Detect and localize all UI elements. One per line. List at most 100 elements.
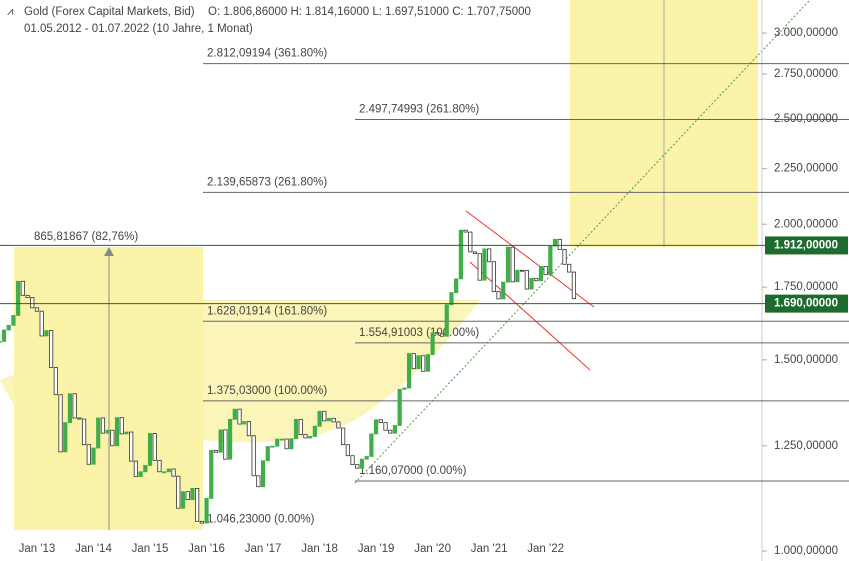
range-label: 865,81867 (82,76%)	[34, 231, 138, 243]
fib-label: 1.375,03000 (100.00%)	[207, 385, 327, 397]
x-tick-label: Jan '18	[301, 543, 338, 555]
candle	[6, 324, 11, 331]
candle	[308, 436, 313, 439]
candle	[345, 444, 350, 457]
candle	[373, 419, 379, 435]
candle	[44, 330, 49, 337]
candle	[378, 419, 383, 424]
candle	[67, 393, 73, 424]
candle	[30, 297, 35, 309]
candle	[171, 468, 176, 477]
candle	[411, 353, 416, 370]
candle	[166, 468, 171, 473]
candle	[275, 438, 280, 447]
candle	[548, 245, 553, 276]
candle	[81, 418, 87, 446]
candle	[260, 460, 266, 488]
candle	[11, 315, 16, 326]
candle	[138, 471, 143, 477]
candle	[190, 487, 195, 501]
y-tick-label: 2.500,00000	[774, 113, 838, 125]
candle	[133, 460, 138, 477]
candle	[20, 280, 25, 296]
candle	[195, 487, 200, 522]
candle	[180, 491, 186, 509]
y-tick-label: 2.250,00000	[774, 163, 838, 175]
price-label: 1.690,00000	[774, 298, 838, 310]
candle	[34, 307, 40, 312]
candle	[383, 422, 388, 431]
candle	[520, 269, 525, 272]
candle	[289, 438, 294, 450]
icon: ⩘	[7, 6, 14, 18]
candle	[96, 417, 101, 449]
candle	[463, 229, 468, 233]
chart-title: Gold (Forex Capital Markets, Bid)	[24, 6, 195, 18]
candle	[571, 271, 577, 300]
candle	[63, 422, 68, 453]
y-tick-label: 3.000,00000	[774, 27, 838, 39]
x-tick-label: Jan '15	[132, 543, 169, 555]
candle	[510, 246, 515, 283]
candle	[100, 417, 106, 434]
candle	[406, 353, 412, 389]
candle	[49, 330, 54, 368]
price-box	[765, 236, 848, 255]
candle	[232, 408, 237, 420]
candle	[477, 253, 482, 281]
candle	[491, 261, 496, 292]
candle	[143, 465, 148, 473]
candle	[105, 429, 110, 434]
candle	[501, 281, 506, 300]
candle	[388, 429, 393, 434]
candle	[534, 277, 539, 282]
candle	[110, 429, 115, 447]
fib-label: 1.628,01914 (161.80%)	[207, 305, 327, 317]
candle	[213, 449, 219, 453]
candle	[237, 408, 242, 425]
candle	[1, 329, 7, 342]
channel-line	[469, 261, 591, 371]
candle	[350, 455, 355, 466]
fib-label: 1.160,07000 (0.00%)	[359, 465, 467, 477]
candle	[425, 354, 431, 372]
y-tick-label: 1.750,00000	[774, 281, 838, 293]
candle	[458, 229, 463, 280]
candle	[124, 431, 129, 435]
y-tick-label: 2.750,00000	[774, 68, 838, 80]
candle	[114, 417, 120, 447]
ohlc: O: 1.806,86000 H: 1.814,16000 L: 1.697,5…	[208, 6, 531, 18]
fib-label: 2.812,09194 (361.80%)	[207, 48, 327, 60]
candle	[265, 446, 270, 462]
candle	[298, 418, 303, 436]
candle	[496, 291, 501, 300]
candle	[129, 431, 134, 462]
candle	[567, 263, 572, 273]
candle	[336, 421, 341, 429]
candle	[256, 475, 261, 488]
y-tick-label: 1.500,00000	[774, 354, 838, 366]
candle	[0, 340, 2, 343]
candle	[449, 292, 454, 306]
fib-label: 1.554,91003 (100.00%)	[359, 327, 479, 339]
candle	[331, 417, 336, 423]
candle	[72, 393, 77, 419]
candle	[326, 417, 332, 422]
candle	[416, 355, 421, 370]
y-tick-label: 1.000,00000	[774, 545, 838, 557]
subtitle: 01.05.2012 - 01.07.2022 (10 Jahre, 1 Mon…	[24, 23, 253, 35]
x-tick-label: Jan '20	[414, 543, 451, 555]
candle	[119, 417, 124, 435]
candle	[152, 433, 157, 461]
candle	[543, 265, 548, 276]
fib-label: 1.046,23000 (0.00%)	[207, 514, 315, 526]
candle	[364, 456, 369, 460]
x-tick-label: Jan '21	[471, 543, 508, 555]
candle	[562, 248, 567, 265]
x-tick-label: Jan '14	[75, 543, 112, 555]
candle	[86, 444, 91, 465]
x-tick-label: Jan '17	[245, 543, 282, 555]
candle	[284, 438, 289, 450]
candle	[53, 367, 58, 396]
candle	[242, 421, 247, 425]
